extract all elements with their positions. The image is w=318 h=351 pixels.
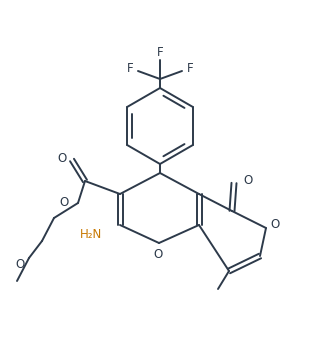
Text: H₂N: H₂N <box>80 229 102 241</box>
Text: F: F <box>187 62 193 75</box>
Text: O: O <box>153 249 162 261</box>
Text: F: F <box>127 62 133 75</box>
Text: O: O <box>15 258 24 271</box>
Text: O: O <box>57 152 67 166</box>
Text: F: F <box>157 46 163 60</box>
Text: O: O <box>270 219 280 232</box>
Text: O: O <box>243 174 252 187</box>
Text: O: O <box>59 197 69 210</box>
